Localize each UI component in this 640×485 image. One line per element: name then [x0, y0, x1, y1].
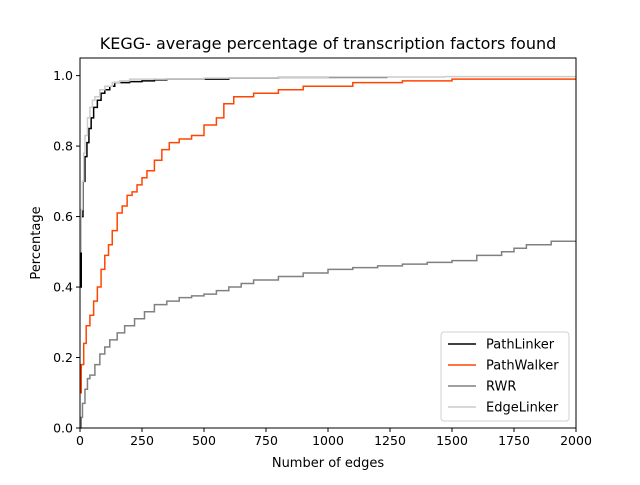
series-line-rwr [80, 240, 576, 429]
x-axis-label: Number of edges [272, 456, 385, 471]
x-tick-label: 1500 [436, 433, 468, 448]
x-tick-label: 1000 [312, 433, 344, 448]
legend-label-pathwalker: PathWalker [486, 359, 559, 374]
x-tick-label: 500 [192, 433, 216, 448]
series-line-pathwalker [80, 78, 576, 394]
y-axis-label: Percentage [29, 206, 44, 279]
x-tick-label: 2000 [560, 433, 592, 448]
x-tick-label: 1750 [498, 433, 530, 448]
legend-label-rwr: RWR [486, 380, 516, 395]
y-tick-label: 1.0 [53, 68, 73, 83]
legend-label-pathlinker: PathLinker [486, 338, 555, 353]
x-tick-label: 0 [76, 433, 84, 448]
y-axis: 0.0 0.2 0.4 0.6 0.8 1.0 [53, 68, 80, 436]
y-tick-label: 0.2 [53, 350, 73, 365]
series-line-edgelinker [80, 75, 576, 253]
legend-label-edgelinker: EdgeLinker [486, 401, 559, 416]
x-axis: 0 250 500 750 1000 1250 1500 1750 2000 [76, 428, 592, 448]
y-tick-label: 0.8 [53, 139, 73, 154]
y-tick-label: 0.0 [53, 421, 73, 436]
y-tick-label: 0.4 [53, 280, 73, 295]
chart-title: KEGG- average percentage of transcriptio… [100, 34, 557, 53]
series-line-pathlinker [80, 76, 388, 288]
series-layer [80, 75, 576, 429]
x-tick-label: 250 [130, 433, 154, 448]
legend: PathLinker PathWalker RWR EdgeLinker [440, 331, 570, 422]
x-tick-label: 750 [254, 433, 278, 448]
x-tick-label: 1250 [374, 433, 406, 448]
legend-box [440, 331, 570, 422]
y-tick-label: 0.6 [53, 209, 73, 224]
